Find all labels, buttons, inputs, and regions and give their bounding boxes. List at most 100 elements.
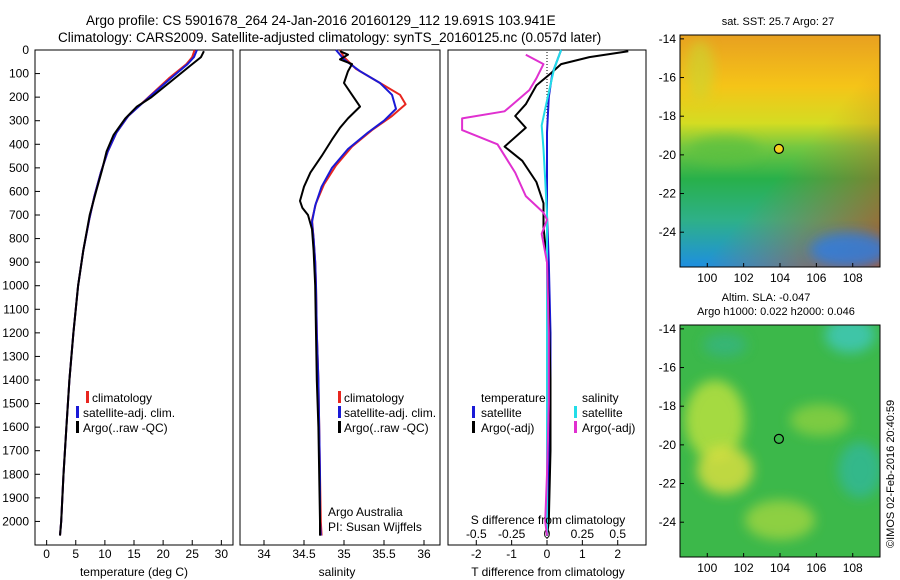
depth-ytick-label: 1500 xyxy=(2,397,29,411)
temperature-xtick-label: 20 xyxy=(156,547,170,561)
map-lat-tick-label: -22 xyxy=(659,187,677,201)
depth-ytick-label: 1600 xyxy=(2,420,29,434)
s-difference-tick-label: 0.5 xyxy=(609,527,626,541)
temperature-legend: climatology satellite-adj. clim. Argo(..… xyxy=(76,391,175,435)
legend-swatch-satellite xyxy=(338,406,341,418)
series-line-climatology xyxy=(59,49,196,536)
map-lat-tick-label: -22 xyxy=(659,477,677,491)
depth-ytick-label: 0 xyxy=(22,43,29,57)
sla-low-patch xyxy=(838,442,880,498)
depth-ytick-label: 500 xyxy=(9,161,29,175)
difference-xtick-label: 0 xyxy=(544,547,551,561)
legend-label-sal-satellite: satellite xyxy=(582,406,623,420)
map-lat-tick-label: -18 xyxy=(659,109,677,123)
depth-ytick-label: 1700 xyxy=(2,444,29,458)
legend-label-satellite: satellite-adj. clim. xyxy=(344,406,436,420)
map-lat-tick-label: -14 xyxy=(659,322,677,336)
legend-swatch-sal-argo xyxy=(574,421,577,433)
series-line-argo-raw-qc- xyxy=(299,50,361,536)
sla-high-patch xyxy=(745,500,815,540)
map-lat-tick-label: -14 xyxy=(659,32,677,46)
salinity-xtick-label: 34.5 xyxy=(292,547,316,561)
temperature-xtick-label: 10 xyxy=(98,547,112,561)
map-lon-tick-label: 100 xyxy=(697,271,717,285)
salinity-legend: climatology satellite-adj. clim. Argo(..… xyxy=(338,391,436,435)
depth-ytick-label: 1200 xyxy=(2,326,29,340)
depth-ytick-label: 1400 xyxy=(2,373,29,387)
sla-high-patch xyxy=(685,380,745,460)
temperature-xlabel: temperature (deg C) xyxy=(80,565,188,579)
sla-low-patch xyxy=(825,325,875,353)
series-line-satellite-adj-clim- xyxy=(311,49,397,536)
map-lon-tick-label: 108 xyxy=(843,561,863,575)
legend-swatch-argo xyxy=(338,421,341,433)
legend-title-salinity: salinity xyxy=(582,391,619,405)
series-line-climatology xyxy=(311,49,407,536)
series-line-argo-raw-qc- xyxy=(59,50,205,536)
depth-ytick-label: 600 xyxy=(9,184,29,198)
legend-label-temp-satellite: satellite xyxy=(481,406,522,420)
legend-swatch-sal-satellite xyxy=(574,406,577,418)
temperature-panel: 0100200300400500600700800900100011001200… xyxy=(2,43,234,579)
header-line-2: Climatology: CARS2009. Satellite-adjuste… xyxy=(58,30,601,45)
legend-swatch-climatology xyxy=(86,391,89,403)
depth-ytick-label: 2000 xyxy=(2,514,29,528)
salinity-xlabel: salinity xyxy=(319,565,356,579)
depth-ytick-label: 200 xyxy=(9,90,29,104)
sst-map: sat. SST: 25.7 Argo: 27 100 102 104 106 108 -… xyxy=(659,16,881,285)
difference-legend: temperature satellite Argo(-adj) salinit… xyxy=(472,391,635,435)
imos-stamp: ©IMOS 02-Feb-2016 20:40:59 xyxy=(885,400,897,548)
salinity-xtick-label: 36 xyxy=(417,547,431,561)
map-lat-tick-label: -16 xyxy=(659,71,677,85)
difference-xtick-label: -2 xyxy=(471,547,482,561)
sst-map-title: sat. SST: 25.7 Argo: 27 xyxy=(722,16,835,28)
legend-label-climatology: climatology xyxy=(344,391,404,405)
argo-float-marker xyxy=(773,143,785,154)
salinity-xtick-label: 34 xyxy=(257,547,271,561)
difference-xtick-label: -1 xyxy=(506,547,517,561)
depth-ytick-label: 900 xyxy=(9,255,29,269)
map-lon-tick-label: 108 xyxy=(843,271,863,285)
depth-ytick-label: 800 xyxy=(9,232,29,246)
legend-title-temperature: temperature xyxy=(481,391,546,405)
legend-swatch-temp-argo xyxy=(472,421,475,433)
difference-xtick-label: 2 xyxy=(614,547,621,561)
temperature-xtick-label: 25 xyxy=(186,547,200,561)
difference-xlabel: T difference from climatology xyxy=(471,565,625,579)
s-difference-label: S difference from climatology xyxy=(471,513,626,527)
sla-high-patch xyxy=(697,446,753,494)
header-line-1: Argo profile: CS 5901678_264 24-Jan-2016… xyxy=(86,13,556,28)
temperature-xtick-label: 5 xyxy=(72,547,79,561)
legend-swatch-argo xyxy=(76,421,79,433)
salinity-xtick-label: 35 xyxy=(337,547,351,561)
map-lat-tick-label: -20 xyxy=(659,148,677,162)
depth-ytick-label: 300 xyxy=(9,114,29,128)
depth-ytick-label: 700 xyxy=(9,208,29,222)
legend-swatch-climatology xyxy=(338,391,341,403)
sla-low-patch xyxy=(703,333,747,357)
sla-high-patch xyxy=(790,404,850,436)
salinity-panel: 34 34.5 35 35.5 36 climatology satellite-adj… xyxy=(239,49,441,579)
depth-ytick-label: 1000 xyxy=(2,279,29,293)
series-line-temperature-argo-adj- xyxy=(503,50,629,536)
depth-ytick-label: 100 xyxy=(9,67,29,81)
map-lon-tick-label: 104 xyxy=(770,271,790,285)
legend-label-satellite: satellite-adj. clim. xyxy=(83,406,175,420)
map-lat-tick-label: -18 xyxy=(659,399,677,413)
temperature-xtick-label: 15 xyxy=(127,547,141,561)
difference-panel: -2 -1 0 1 2 -0.5 -0.25 0 0.25 0.5 temperature sa… xyxy=(447,49,647,579)
legend-label-temp-argo: Argo(-adj) xyxy=(481,421,534,435)
sla-map-subtitle: Argo h1000: 0.022 h2000: 0.046 xyxy=(697,306,855,318)
map-lon-tick-label: 100 xyxy=(697,561,717,575)
depth-ytick-label: 1100 xyxy=(3,302,29,316)
legend-label-argo: Argo(..raw -QC) xyxy=(344,421,429,435)
s-difference-tick-label: -0.25 xyxy=(498,527,526,541)
series-line-satellite-adj-clim- xyxy=(59,49,198,536)
sla-map-title: Altim. SLA: -0.047 xyxy=(722,292,811,304)
temperature-xtick-label: 30 xyxy=(215,547,229,561)
map-lat-tick-label: -24 xyxy=(659,225,677,239)
map-lon-tick-label: 106 xyxy=(806,561,826,575)
depth-ytick-label: 1800 xyxy=(2,467,29,481)
depth-ytick-label: 1300 xyxy=(2,349,29,363)
